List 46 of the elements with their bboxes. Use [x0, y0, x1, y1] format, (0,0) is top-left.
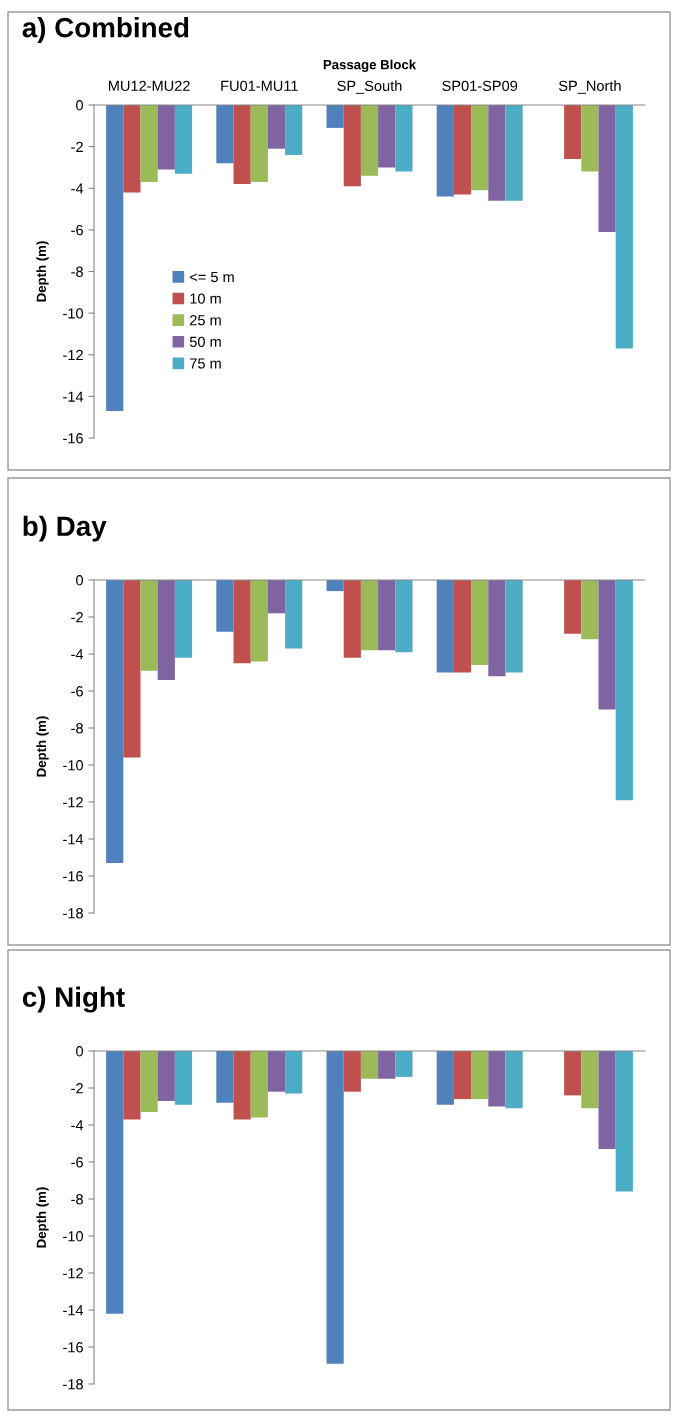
y-tick-label: -4 [71, 649, 84, 660]
legend-label: 50 m [189, 336, 221, 347]
y-tick-label: -10 [63, 308, 84, 319]
y-axis-title: Depth (m) [36, 716, 49, 777]
y-tick-label: -4 [71, 183, 84, 194]
y-tick-label: -8 [71, 723, 83, 734]
y-tick-label: -6 [71, 224, 83, 236]
y-tick-label: -12 [63, 349, 83, 361]
y-tick-label: -14 [63, 834, 84, 845]
y-axis-title: Depth (m) [36, 241, 49, 302]
y-tick-label: 0 [76, 100, 84, 111]
y-tick-label: -2 [71, 141, 83, 152]
y-tick-label: -6 [71, 686, 83, 697]
y-tick-label: -16 [63, 433, 83, 444]
chart-title: c) Night [22, 986, 125, 1013]
x-tick-label: SP01-SP09 [442, 80, 518, 92]
y-tick-label: -4 [71, 1120, 84, 1131]
x-tick-label: SP_North [558, 80, 621, 94]
x-tick-label: FU01-MU11 [221, 80, 298, 92]
legend-label: 10 m [190, 293, 221, 304]
y-tick-label: 0 [76, 575, 84, 586]
legend-label: <= 5 m [190, 271, 234, 283]
legend-label: 25 m [190, 315, 221, 326]
x-tick-label: MU12-MU22 [108, 80, 190, 92]
y-tick-label: -18 [63, 1379, 83, 1390]
y-tick-label: -12 [63, 1268, 83, 1279]
y-tick-label: -10 [63, 760, 84, 771]
y-tick-label: -2 [71, 612, 83, 623]
y-tick-label: -12 [63, 797, 83, 808]
y-tick-label: -8 [71, 1194, 83, 1205]
y-tick-label: -16 [63, 871, 83, 882]
y-tick-label: 0 [76, 1046, 84, 1057]
y-tick-label: -14 [63, 391, 84, 402]
y-tick-label: -18 [63, 908, 83, 919]
chart-title: b) Day [23, 515, 107, 542]
y-tick-label: -2 [71, 1083, 83, 1094]
y-tick-label: -14 [63, 1305, 84, 1316]
x-axis-title: Passage Block [323, 59, 417, 72]
x-tick-label: SP_South [337, 80, 402, 94]
y-tick-label: -6 [71, 1157, 83, 1168]
y-axis-title: Depth (m) [36, 1187, 49, 1248]
chart-title: a) Combined [22, 17, 189, 43]
y-tick-label: -16 [63, 1342, 83, 1353]
y-tick-label: -8 [71, 266, 83, 277]
y-tick-label: -10 [63, 1231, 84, 1242]
legend-label: 75 m [190, 358, 221, 369]
